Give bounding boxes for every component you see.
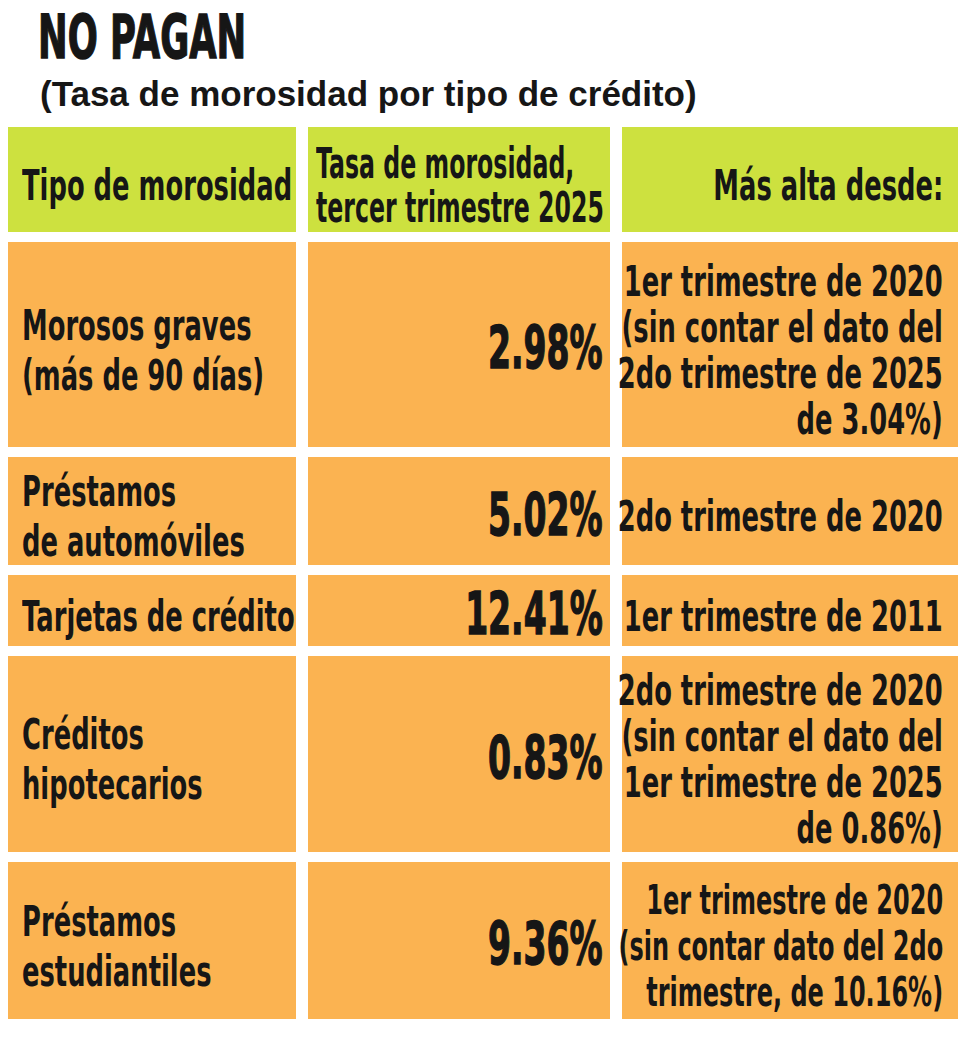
row-label: Créditos hipotecarios	[22, 709, 203, 809]
header-cell-tipo: Tipo de morosidad	[8, 127, 296, 232]
row-label: Préstamos de automóviles	[22, 466, 245, 566]
header-label-tipo: Tipo de morosidad	[22, 160, 292, 210]
row-prestamos-estudiantiles-tasa: 9.36%	[308, 862, 610, 1019]
row-tarjetas-credito-tasa: 12.41%	[308, 575, 610, 646]
page-title: NO PAGAN	[38, 2, 246, 72]
rate-value: 12.41%	[465, 579, 603, 648]
header-cell-tasa: Tasa de morosidad, tercer trimestre 2025	[308, 127, 610, 232]
row-morosos-graves-tipo: Morosos graves (más de 90 días)	[8, 242, 296, 447]
delinquency-table: Tipo de morosidad Tasa de morosidad, ter…	[8, 127, 958, 1019]
header-label-desde: Más alta desde:	[713, 162, 943, 208]
row-creditos-hipotecarios-tasa: 0.83%	[308, 656, 610, 852]
since-value: 1er trimestre de 2011	[624, 593, 943, 639]
page-subtitle: (Tasa de morosidad por tipo de crédito)	[40, 74, 697, 114]
row-prestamos-automoviles-tipo: Préstamos de automóviles	[8, 457, 296, 565]
row-tarjetas-credito-desde: 1er trimestre de 2011	[622, 575, 958, 646]
rate-value: 0.83%	[488, 723, 603, 792]
row-morosos-graves-desde: 1er trimestre de 2020 (sin contar el dat…	[622, 242, 958, 447]
rate-value: 9.36%	[488, 909, 603, 978]
row-prestamos-automoviles-tasa: 5.02%	[308, 457, 610, 565]
since-value: 1er trimestre de 2020 (sin contar el dat…	[618, 258, 943, 442]
row-creditos-hipotecarios-desde: 2do trimestre de 2020 (sin contar el dat…	[622, 656, 958, 852]
rate-value: 2.98%	[488, 313, 603, 382]
row-label: Morosos graves (más de 90 días)	[22, 300, 264, 400]
row-creditos-hipotecarios-tipo: Créditos hipotecarios	[8, 656, 296, 852]
row-prestamos-automoviles-desde: 2do trimestre de 2020	[622, 457, 958, 565]
infographic-page: NO PAGAN (Tasa de morosidad por tipo de …	[0, 0, 966, 1053]
row-tarjetas-credito-tipo: Tarjetas de crédito	[8, 575, 296, 646]
since-value: 2do trimestre de 2020	[618, 493, 943, 539]
since-value: 1er trimestre de 2020 (sin contar dato d…	[618, 877, 943, 1015]
header-label-tasa: Tasa de morosidad, tercer trimestre 2025	[316, 141, 604, 229]
row-label: Tarjetas de crédito	[22, 591, 295, 641]
header-cell-desde: Más alta desde:	[622, 127, 958, 232]
row-label: Préstamos estudiantiles	[22, 896, 212, 996]
row-morosos-graves-tasa: 2.98%	[308, 242, 610, 447]
row-prestamos-estudiantiles-desde: 1er trimestre de 2020 (sin contar dato d…	[622, 862, 958, 1019]
since-value: 2do trimestre de 2020 (sin contar el dat…	[618, 667, 943, 851]
rate-value: 5.02%	[488, 480, 603, 549]
row-prestamos-estudiantiles-tipo: Préstamos estudiantiles	[8, 862, 296, 1019]
